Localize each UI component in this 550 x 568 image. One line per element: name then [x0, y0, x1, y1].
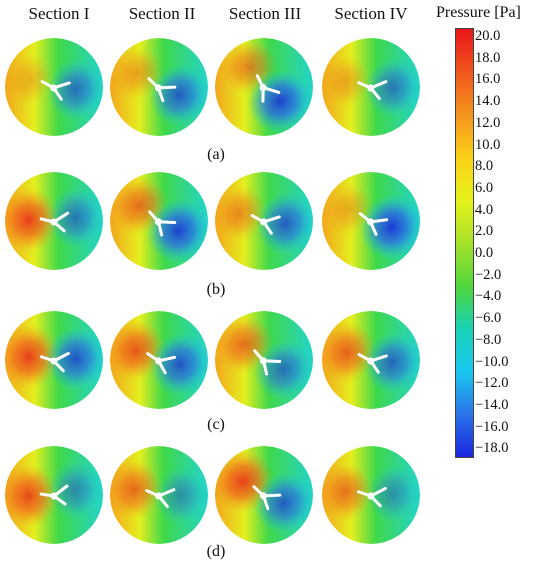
contour-plot [215, 38, 313, 136]
colorbar-tick-label: 2.0 [475, 223, 494, 240]
colorbar-tick-label: 10.0 [475, 136, 501, 153]
row-label-b: (b) [206, 281, 226, 298]
colorbar-tick-label: −6.0 [475, 310, 502, 327]
pressure-contour-disc [322, 172, 420, 270]
pressure-contour-disc [215, 172, 313, 270]
column-header-section-3: Section III [228, 4, 302, 23]
column-header-section-2: Section II [128, 4, 196, 23]
colorbar-tick-label: −18.0 [475, 440, 509, 457]
contour-plot [215, 446, 313, 544]
contour-plot [110, 38, 208, 136]
contour-plot [110, 172, 208, 270]
contour-plot [5, 446, 103, 544]
pressure-contour-disc [322, 38, 420, 136]
colorbar-tick-label: −8.0 [475, 331, 502, 348]
colorbar-tick-label: −16.0 [475, 418, 509, 435]
contour-plot [215, 311, 313, 409]
contour-plot [322, 38, 420, 136]
pressure-contour-disc [110, 446, 208, 544]
row-label-d: (d) [206, 543, 226, 560]
column-header-section-1: Section I [28, 4, 90, 23]
row-label-c: (c) [207, 416, 225, 433]
pressure-contour-disc [5, 172, 103, 270]
colorbar-tick-label: 18.0 [475, 49, 501, 66]
colorbar-tick-label: 0.0 [475, 245, 494, 261]
colorbar-tick-label: 8.0 [475, 158, 494, 175]
colorbar-tick-label: −4.0 [475, 288, 502, 305]
colorbar-tick-label: 14.0 [475, 93, 501, 110]
colorbar-tick-label: 6.0 [475, 179, 494, 196]
contour-plot [5, 311, 103, 409]
pressure-contour-disc [215, 38, 313, 136]
pressure-contour-disc [322, 446, 420, 544]
colorbar-tick-label: −14.0 [475, 396, 509, 413]
pressure-contour-disc [110, 38, 208, 136]
contour-plot [5, 38, 103, 136]
colorbar-tick-label: 16.0 [475, 71, 501, 88]
pressure-contour-disc [110, 172, 208, 270]
contour-plot [110, 311, 208, 409]
colorbar-tick-label: 12.0 [475, 114, 501, 131]
colorbar-title: Pressure [Pa] [436, 4, 521, 21]
pressure-contour-disc [5, 446, 103, 544]
colorbar-tick-label: 20.0 [475, 28, 501, 44]
column-header-section-4: Section IV [334, 4, 408, 23]
contour-plot [322, 311, 420, 409]
pressure-contour-disc [5, 38, 103, 136]
pressure-contour-disc [215, 311, 313, 409]
pressure-contour-disc [215, 446, 313, 544]
pressure-contour-disc [322, 311, 420, 409]
pressure-contour-disc [110, 311, 208, 409]
pressure-contour-disc [5, 311, 103, 409]
row-label-a: (a) [207, 146, 225, 163]
colorbar-tick-label: 4.0 [475, 201, 494, 218]
contour-plot [322, 172, 420, 270]
contour-plot [215, 172, 313, 270]
colorbar-tick-label: −10.0 [475, 353, 509, 370]
contour-plot [5, 172, 103, 270]
contour-plot [322, 446, 420, 544]
colorbar-tick-label: −12.0 [475, 375, 509, 392]
colorbar [455, 28, 474, 458]
colorbar-tick-label: −2.0 [475, 266, 502, 283]
contour-plot [110, 446, 208, 544]
